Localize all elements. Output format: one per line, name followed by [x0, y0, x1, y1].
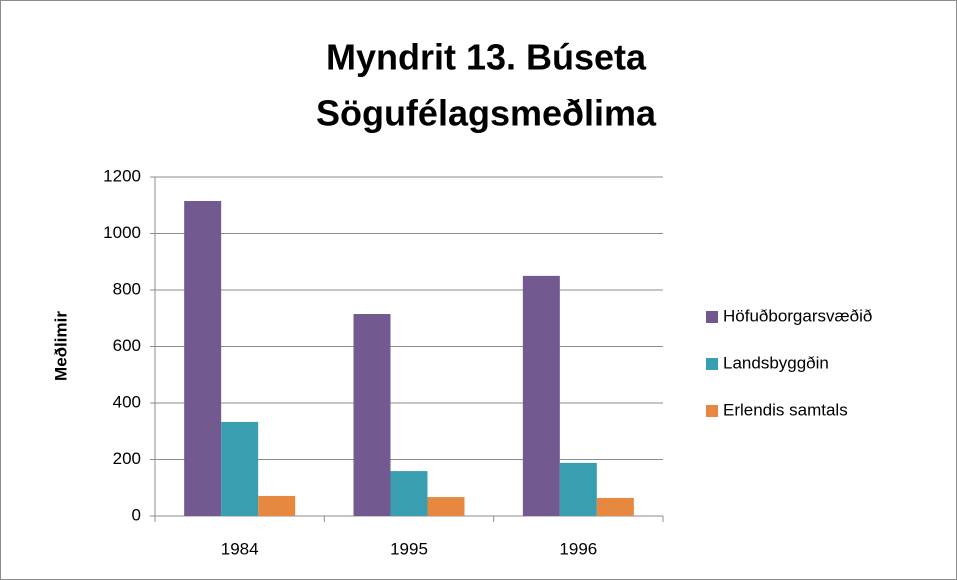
y-tick-label: 400 — [113, 392, 141, 411]
legend-label: Erlendis samtals — [723, 400, 848, 419]
legend-label: Höfuðborgarsvæðið — [723, 306, 872, 325]
legend-swatch — [706, 405, 718, 417]
x-tick-label: 1996 — [559, 539, 597, 558]
x-tick-label: 1984 — [221, 539, 259, 558]
bar — [390, 471, 428, 516]
legend-swatch — [706, 358, 718, 370]
x-tick-label: 1995 — [390, 539, 428, 558]
y-axis-label: Meðlimir — [51, 311, 70, 381]
y-tick-label: 200 — [113, 449, 141, 468]
y-tick-label: 800 — [113, 279, 141, 298]
legend-swatch — [706, 311, 718, 323]
legend-label: Landsbyggðin — [723, 353, 829, 372]
bar — [559, 462, 597, 516]
bar — [184, 201, 222, 516]
bar — [427, 497, 465, 516]
y-tick-label: 1200 — [103, 166, 141, 185]
bar — [522, 275, 560, 516]
bar — [258, 495, 296, 516]
y-tick-label: 1000 — [103, 223, 141, 242]
chart-title: Myndrit 13. Búseta — [326, 37, 647, 78]
bar — [353, 314, 391, 516]
y-tick-label: 600 — [113, 336, 141, 355]
bar — [596, 497, 634, 516]
y-tick-label: 0 — [132, 505, 141, 524]
bar — [221, 421, 259, 516]
chart-title: Sögufélagsmeðlima — [316, 93, 657, 134]
